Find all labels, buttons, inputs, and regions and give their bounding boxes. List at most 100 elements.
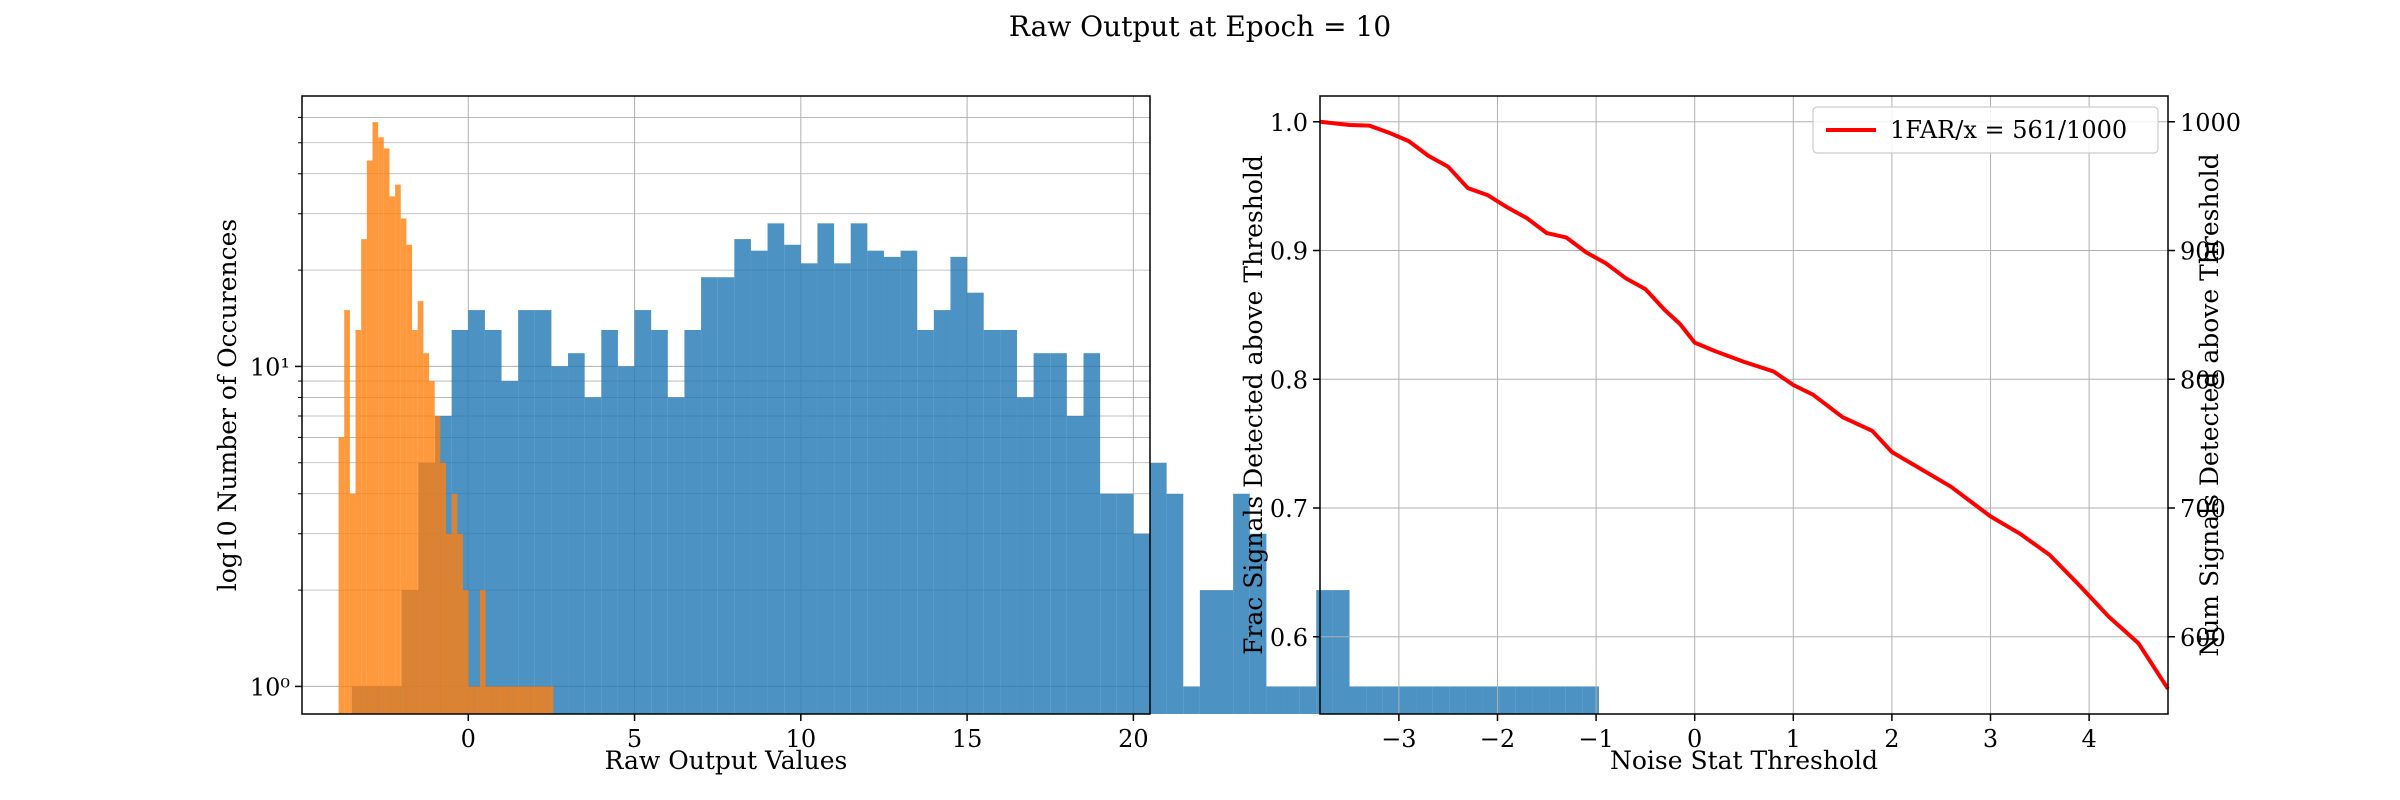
noise-histogram-bar [513,686,520,714]
figure-title: Raw Output at Epoch = 10 [1009,10,1391,43]
noise-histogram-bar [378,137,384,714]
noise-histogram-bar [423,353,430,714]
detection-curve [1319,119,2170,690]
right-x-tick-label: 2 [1884,725,1899,753]
left-x-tick-label: 10 [786,725,817,753]
signal-histogram-bar [1083,353,1101,714]
right-y-tick-label: 0.9 [1270,238,1308,266]
signal-histogram-bar [834,263,851,714]
signal-histogram-bar [518,310,535,714]
left-x-tick-label: 20 [1118,725,1149,753]
noise-histogram-bar [474,686,480,714]
legend-label: 1FAR/x = 561/1000 [1890,116,2127,144]
signal-histogram-bar [1565,686,1583,714]
noise-histogram-bar [429,381,435,714]
signal-histogram-bar [1332,590,1350,714]
histogram-panel: 0 5 10 15 20 10⁰ 10¹ Raw Output Values log10 … [213,95,1599,775]
signal-histogram-bar [617,366,635,714]
signal-histogram-bar [900,250,918,714]
right-y-tick-label: 0.8 [1270,366,1308,394]
signal-histogram-bar [584,397,602,714]
noise-histogram-bar [355,329,362,714]
right-x-tick-label: 4 [2081,725,2096,753]
noise-histogram-bar [525,686,531,714]
signal-histogram-bar [1432,686,1450,714]
left-y-tick-label: 10¹ [250,353,290,381]
right-x-tick-label: −2 [1480,725,1515,753]
noise-histogram-bar [479,590,486,714]
noise-histogram-bar [508,686,514,714]
noise-histogram-bar [417,301,424,714]
signal-histogram-bar [1183,686,1200,714]
signal-histogram-bar [1016,397,1034,714]
signal-histogram-bar [1233,493,1250,714]
right-y2-tick-label: 800 [2180,366,2226,394]
signal-histogram-bar [1532,686,1550,714]
right-x-tick-label: 0 [1687,725,1702,753]
signal-histogram-bar [1116,493,1134,714]
right-x-tick-label: 1 [1786,725,1801,753]
signal-histogram-bar [1150,462,1167,714]
signal-histogram-bar [1366,686,1383,714]
noise-histogram-bar [445,533,452,714]
noise-histogram-bar [502,686,509,714]
right-y-axis-label-secondary: Num Signals Detected above Threshold [2195,153,2224,656]
signal-histogram-bar [933,310,951,714]
noise-histogram-bar [462,590,469,714]
signal-histogram-bar [734,239,751,714]
signal-histogram-bar [701,277,718,714]
signal-histogram-bar [1249,533,1267,714]
detection-curve-line [1319,119,2170,690]
noise-histogram-bar [406,244,413,714]
noise-histogram-bar [412,329,418,714]
signal-histogram-bar [850,223,868,714]
signal-histogram-bar [1266,686,1284,714]
signal-histogram-bar [1382,686,1400,714]
noise-histogram-bar [440,462,446,714]
signal-histogram-bar [883,256,901,714]
right-y-tick-label: 1.0 [1270,109,1308,137]
signal-histogram-bar [950,256,968,714]
noise-histogram-bar [519,686,526,714]
signal-histogram-bar [1033,353,1051,714]
right-y-ticks-left: 0.6 0.7 0.8 0.9 1.0 [1270,109,1320,652]
noise-histogram-bar [395,184,401,715]
noise-histogram-bar [338,437,345,714]
right-axes-frame [1319,95,2169,715]
legend-box [1812,106,2159,154]
histogram-bars [338,122,1599,715]
signal-histogram-bar [1133,533,1150,714]
noise-histogram-bar [349,493,356,714]
noise-histogram-bar [400,218,407,714]
left-x-tick-label: 0 [461,725,476,753]
left-x-tick-label: 5 [627,725,642,753]
noise-histogram-bar [383,148,390,715]
right-y-tick-label: 0.7 [1270,495,1308,523]
signal-histogram-bar [800,263,818,714]
signal-histogram-bar [1515,686,1533,714]
noise-histogram-bar [536,686,543,714]
noise-histogram-bar [542,686,548,714]
signal-histogram-bar [1316,590,1333,714]
signal-histogram-bar [1549,686,1566,714]
signal-histogram-bar [1283,686,1300,714]
signal-histogram-bar [1399,686,1417,714]
signal-histogram-bar [1349,686,1367,714]
signal-histogram-bar [867,250,884,714]
signal-histogram-bar [551,366,569,714]
left-x-axis-label: Raw Output Values [605,746,848,775]
signal-histogram-bar [601,329,618,714]
noise-histogram-bar [361,239,367,714]
right-x-ticks: −3 −2 −1 0 1 2 3 4 [1381,714,2097,753]
noise-histogram-bar [434,415,441,714]
signal-histogram-bar [983,329,1001,714]
signal-histogram-bar [651,329,668,714]
left-y-tick-label: 10⁰ [250,673,290,701]
signal-histogram-bar [634,310,652,714]
right-x-axis-label: Noise Stat Threshold [1610,746,1878,775]
noise-histogram-bar [389,196,396,715]
signal-histogram-bar [1050,353,1067,714]
signal-histogram-bar [1416,686,1433,714]
signal-histogram-bar [1499,686,1516,714]
